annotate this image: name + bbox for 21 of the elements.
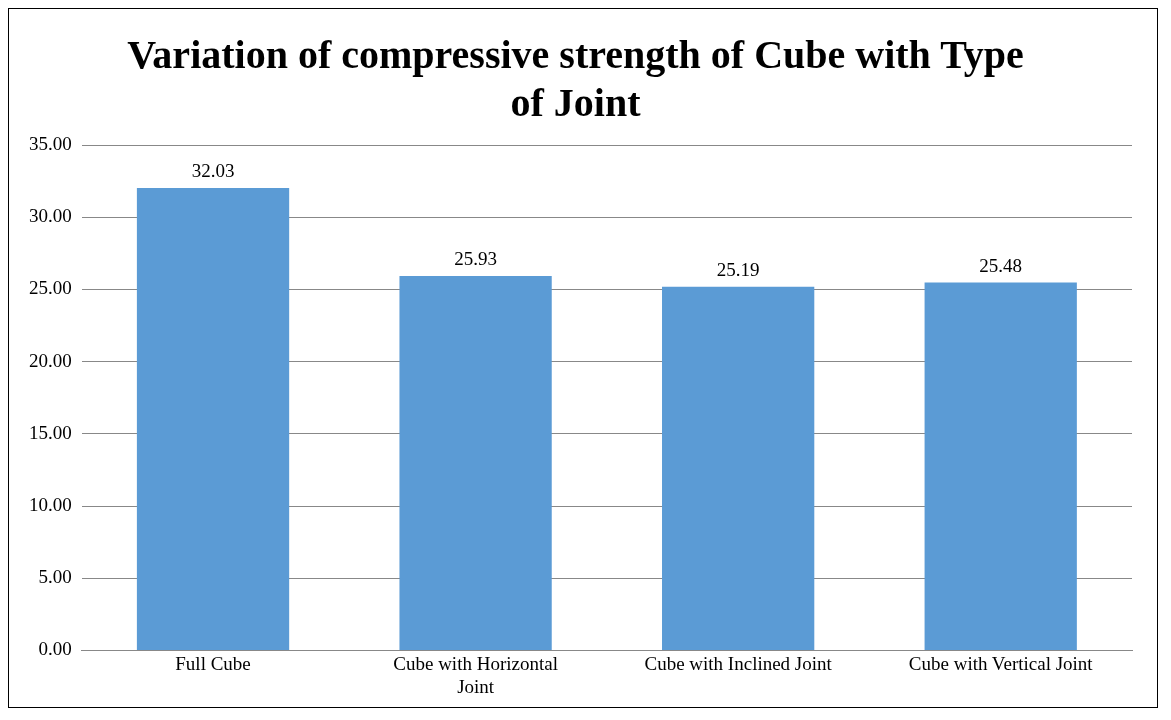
y-tick-label: 25.00 <box>29 277 72 299</box>
x-tick-label: Cube with Inclined Joint <box>644 652 833 674</box>
data-label: 25.48 <box>979 254 1023 276</box>
bar <box>136 187 290 650</box>
y-tick-label: 0.00 <box>38 638 72 660</box>
x-tick-label: Cube with Vertical Joint <box>908 652 1094 674</box>
bar <box>662 286 815 650</box>
x-tick-label: Full Cube <box>175 652 251 674</box>
y-tick-label: 5.00 <box>38 566 72 588</box>
chart-title: Variation of compressive strength of Cube with Type of Joint <box>127 32 1024 126</box>
data-label: 25.19 <box>716 259 760 281</box>
y-tick-label: 15.00 <box>29 421 72 443</box>
y-tick-label: 30.00 <box>29 205 72 227</box>
data-label: 32.03 <box>191 160 235 182</box>
bar <box>399 275 552 650</box>
y-tick-label: 10.00 <box>29 493 72 515</box>
y-tick-label: 20.00 <box>29 349 72 371</box>
bar <box>924 282 1077 650</box>
y-tick-label: 35.00 <box>29 132 72 154</box>
x-tick-label: Cube with Horizontal Joint <box>393 652 558 697</box>
data-label: 25.93 <box>454 248 497 270</box>
